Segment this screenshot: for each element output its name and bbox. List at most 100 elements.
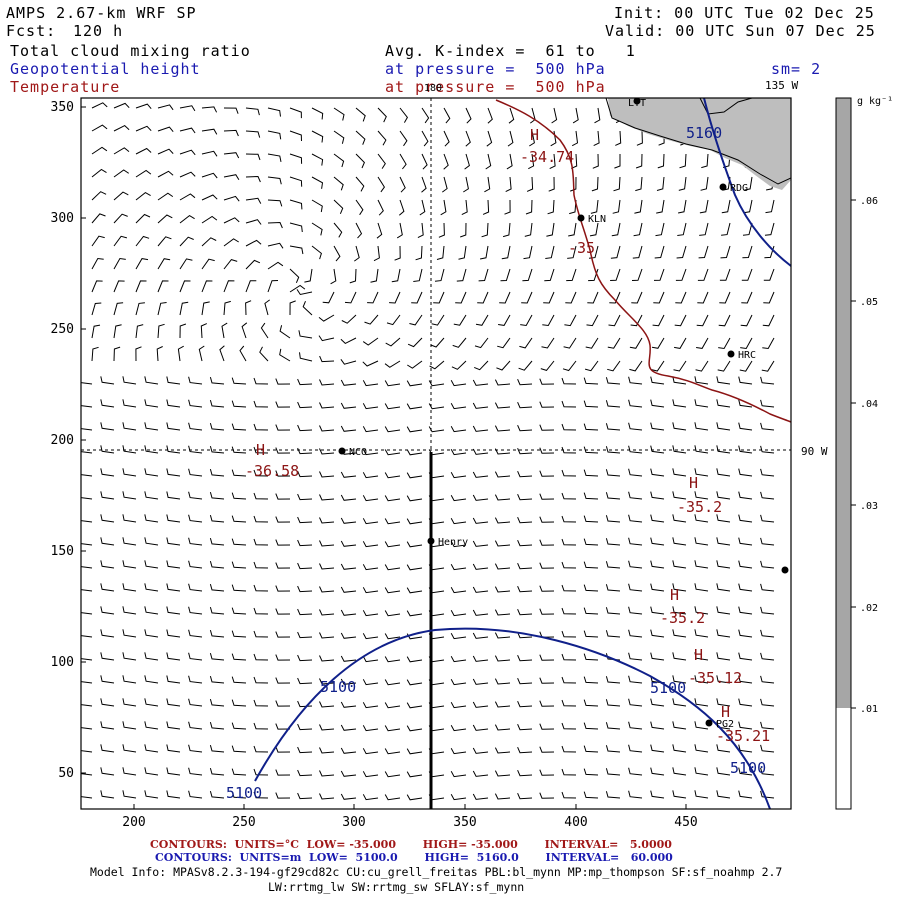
footer-temp-contours: CONTOURS: UNITS=°C LOW= -35.000 HIGH= -3… <box>150 838 672 851</box>
wind-barb <box>297 562 313 570</box>
wind-barb <box>144 468 159 477</box>
wind-barb <box>188 560 203 569</box>
wind-barb <box>561 676 577 684</box>
wind-barb <box>458 245 467 260</box>
colorbar-tick-04: .04 <box>860 399 878 410</box>
wind-barb <box>289 176 303 187</box>
forecast-label: Fcst: <box>6 22 57 40</box>
wind-barb <box>386 314 401 326</box>
wind-barb <box>450 587 467 594</box>
wind-barb <box>377 153 386 169</box>
wind-barb <box>122 790 137 799</box>
wind-barb <box>209 399 225 408</box>
wind-barb <box>311 245 322 260</box>
wind-barb <box>406 587 423 594</box>
wind-barb <box>231 469 247 477</box>
wind-barb <box>264 299 270 316</box>
wind-barb <box>144 744 159 753</box>
wind-barb <box>231 584 247 592</box>
wind-barb <box>122 399 137 408</box>
wind-barb <box>354 245 360 262</box>
wind-barb <box>223 300 231 316</box>
wind-barb <box>695 360 709 372</box>
wind-barb <box>549 153 556 170</box>
station-dot-lyt <box>633 97 641 105</box>
wind-barb <box>144 606 159 615</box>
wind-barb <box>100 399 115 408</box>
wind-barb <box>384 633 401 640</box>
wind-barb <box>279 325 291 339</box>
wind-barb <box>113 257 126 270</box>
wind-barb <box>340 359 357 365</box>
wind-barb <box>355 176 365 192</box>
wind-barb <box>275 769 291 776</box>
wind-barb <box>81 382 93 385</box>
wind-barb <box>122 514 137 523</box>
wind-barb <box>209 790 225 799</box>
wind-barb <box>472 586 489 593</box>
wind-barb <box>450 679 467 686</box>
wind-barb <box>333 176 344 191</box>
wind-barb <box>113 191 129 201</box>
wind-barb <box>717 360 731 372</box>
wind-barb <box>760 629 775 638</box>
wind-barb <box>583 699 599 707</box>
wind-barb <box>741 291 753 304</box>
wind-barb <box>245 259 261 270</box>
colorbar-tick-05: .05 <box>860 297 878 308</box>
wind-barb <box>319 793 335 800</box>
wind-barb <box>231 653 247 661</box>
wind-barb <box>716 652 731 661</box>
wind-barb <box>506 153 513 170</box>
wind-barb <box>539 769 555 776</box>
height-contour-5100 <box>254 627 771 809</box>
wind-barb <box>583 446 599 454</box>
wind-barb <box>319 517 335 524</box>
wind-barb <box>179 193 196 201</box>
wind-barb <box>384 495 401 502</box>
wind-barb <box>245 300 252 316</box>
wind-barb <box>428 426 445 433</box>
wind-barb <box>275 562 291 569</box>
wind-barb <box>517 563 533 570</box>
wind-barb <box>464 153 470 170</box>
wind-barb <box>200 323 207 339</box>
wind-barb <box>122 376 137 385</box>
wind-barb <box>738 468 753 477</box>
wind-barb <box>635 153 643 169</box>
station-dot-hrc <box>727 350 735 358</box>
wind-barb <box>583 722 599 730</box>
wind-barb <box>260 322 269 339</box>
wind-barb <box>179 214 195 224</box>
wind-barb <box>583 630 599 638</box>
wind-barb <box>583 515 599 523</box>
wind-barb <box>100 491 115 500</box>
wind-barb <box>406 656 423 663</box>
temp-high-marker-3: H <box>689 474 698 492</box>
wind-barb <box>672 629 687 638</box>
wind-barb <box>319 379 335 386</box>
wind-barb <box>223 280 235 293</box>
wind-barb <box>472 724 489 731</box>
y-tick-100: 100 <box>51 655 74 670</box>
wind-barb <box>650 698 665 707</box>
wind-barb <box>384 472 401 479</box>
wind-barb <box>341 314 357 324</box>
wind-barb <box>605 446 621 454</box>
wind-barb <box>319 494 335 501</box>
wind-barb <box>144 675 159 684</box>
wind-barb <box>656 199 665 214</box>
wind-barb <box>122 606 137 615</box>
wind-barb <box>517 425 533 432</box>
station-hrc: HRC <box>738 350 756 361</box>
wind-barb <box>765 199 775 214</box>
wind-barb <box>605 791 621 799</box>
wind-barb <box>413 268 423 282</box>
wind-barb <box>450 518 467 525</box>
wind-barb <box>672 675 687 684</box>
wind-barb <box>253 377 269 385</box>
wind-barb <box>100 698 115 707</box>
wind-barb <box>406 403 423 410</box>
wind-barb <box>135 213 151 224</box>
wind-barb <box>188 767 203 776</box>
